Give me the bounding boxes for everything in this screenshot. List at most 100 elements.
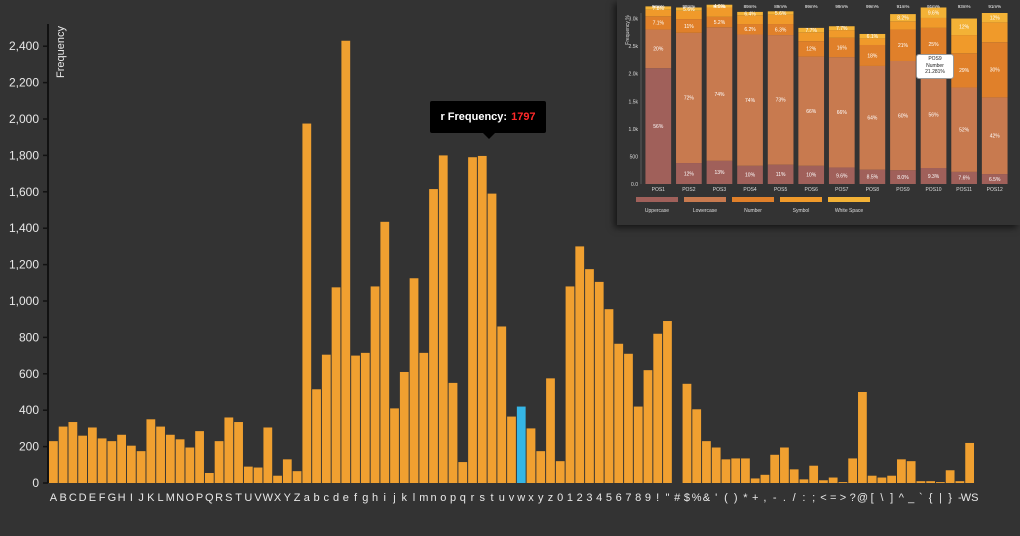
bar-1[interactable] bbox=[58, 426, 68, 483]
segment-symbol[interactable] bbox=[706, 7, 733, 17]
bar-62[interactable] bbox=[653, 333, 663, 483]
bar-75[interactable] bbox=[780, 447, 789, 483]
segment-lowercase[interactable] bbox=[798, 56, 825, 166]
bar-68[interactable] bbox=[711, 447, 721, 483]
bar-85[interactable] bbox=[877, 477, 887, 483]
bar-3[interactable] bbox=[78, 435, 88, 483]
bar-49[interactable] bbox=[526, 428, 536, 483]
bar-71[interactable] bbox=[741, 458, 750, 483]
segment-uppercase[interactable] bbox=[737, 165, 763, 184]
segment-number[interactable] bbox=[890, 29, 916, 61]
bar-59[interactable] bbox=[624, 353, 633, 483]
bar-48[interactable] bbox=[516, 406, 526, 483]
segment-symbol[interactable] bbox=[951, 35, 977, 54]
bar-88[interactable] bbox=[906, 461, 916, 483]
bar-69[interactable] bbox=[721, 459, 731, 483]
bar-60[interactable] bbox=[633, 406, 643, 483]
bar-87[interactable] bbox=[897, 459, 906, 483]
segment-symbol[interactable] bbox=[798, 32, 825, 42]
bar-56[interactable] bbox=[594, 281, 604, 483]
segment-number[interactable] bbox=[951, 53, 977, 88]
bar-7[interactable] bbox=[117, 434, 126, 483]
bar-36[interactable] bbox=[399, 371, 409, 483]
bar-77[interactable] bbox=[799, 479, 809, 483]
bar-92[interactable] bbox=[945, 470, 955, 483]
segment-number[interactable] bbox=[645, 16, 672, 30]
segment-symbol[interactable] bbox=[767, 14, 794, 25]
bar-16[interactable] bbox=[204, 472, 214, 483]
bar-2[interactable] bbox=[68, 422, 78, 483]
segment-symbol[interactable] bbox=[645, 9, 672, 17]
segment-white-space[interactable] bbox=[767, 11, 794, 15]
bar-26[interactable] bbox=[302, 123, 312, 484]
bar-30[interactable] bbox=[341, 40, 351, 484]
segment-white-space[interactable] bbox=[737, 11, 763, 16]
bar-32[interactable] bbox=[360, 352, 370, 483]
bar-89[interactable] bbox=[916, 481, 926, 483]
segment-white-space[interactable] bbox=[676, 7, 702, 11]
bar-39[interactable] bbox=[429, 189, 438, 483]
segment-white-space[interactable] bbox=[859, 33, 886, 39]
bar-66[interactable] bbox=[692, 409, 702, 483]
segment-number[interactable] bbox=[706, 16, 733, 28]
bar-23[interactable] bbox=[273, 475, 282, 483]
bar-84[interactable] bbox=[867, 475, 877, 483]
segment-uppercase[interactable] bbox=[645, 68, 672, 184]
segment-symbol[interactable] bbox=[737, 15, 763, 25]
segment-number[interactable] bbox=[676, 19, 702, 33]
bar-91[interactable] bbox=[935, 482, 945, 483]
bar-54[interactable] bbox=[575, 246, 585, 483]
segment-number[interactable] bbox=[737, 24, 763, 35]
bar-76[interactable] bbox=[789, 469, 799, 483]
bar-94[interactable] bbox=[965, 442, 975, 483]
segment-symbol[interactable] bbox=[676, 10, 702, 20]
bar-12[interactable] bbox=[165, 434, 175, 483]
segment-uppercase[interactable] bbox=[676, 163, 702, 184]
bar-44[interactable] bbox=[477, 155, 487, 484]
bar-67[interactable] bbox=[702, 441, 711, 483]
bar-17[interactable] bbox=[214, 441, 224, 483]
bar-57[interactable] bbox=[604, 309, 614, 483]
segment-uppercase[interactable] bbox=[767, 164, 794, 184]
bar-5[interactable] bbox=[97, 438, 107, 483]
bar-58[interactable] bbox=[614, 343, 624, 483]
bar-11[interactable] bbox=[156, 426, 165, 483]
segment-lowercase[interactable] bbox=[737, 34, 763, 166]
bar-63[interactable] bbox=[663, 321, 672, 483]
segment-symbol[interactable] bbox=[859, 38, 886, 45]
segment-uppercase[interactable] bbox=[981, 174, 1008, 184]
segment-white-space[interactable] bbox=[706, 4, 733, 8]
bar-18[interactable] bbox=[224, 417, 234, 483]
bar-34[interactable] bbox=[380, 221, 390, 483]
bar-31[interactable] bbox=[351, 355, 360, 483]
segment-white-space[interactable] bbox=[920, 7, 947, 18]
bar-72[interactable] bbox=[750, 478, 760, 483]
segment-symbol[interactable] bbox=[920, 17, 947, 28]
segment-number[interactable] bbox=[859, 44, 886, 66]
bar-10[interactable] bbox=[146, 419, 156, 483]
bar-47[interactable] bbox=[507, 416, 516, 483]
segment-white-space[interactable] bbox=[981, 13, 1008, 23]
bar-20[interactable] bbox=[243, 466, 253, 483]
segment-white-space[interactable] bbox=[645, 6, 672, 10]
bar-22[interactable] bbox=[263, 427, 273, 483]
segment-uppercase[interactable] bbox=[920, 168, 947, 184]
bar-53[interactable] bbox=[565, 286, 575, 483]
bar-35[interactable] bbox=[390, 408, 399, 483]
bar-65[interactable] bbox=[682, 383, 692, 483]
segment-lowercase[interactable] bbox=[981, 97, 1008, 175]
bar-8[interactable] bbox=[126, 445, 136, 483]
bar-33[interactable] bbox=[370, 286, 380, 483]
bar-38[interactable] bbox=[419, 352, 429, 483]
bar-41[interactable] bbox=[448, 382, 458, 483]
bar-61[interactable] bbox=[643, 370, 653, 483]
segment-number[interactable] bbox=[981, 42, 1008, 98]
segment-lowercase[interactable] bbox=[676, 32, 702, 164]
segment-symbol[interactable] bbox=[890, 21, 916, 30]
segment-white-space[interactable] bbox=[890, 14, 916, 22]
bar-55[interactable] bbox=[585, 269, 594, 483]
bar-79[interactable] bbox=[819, 480, 828, 483]
segment-white-space[interactable] bbox=[828, 26, 855, 31]
segment-lowercase[interactable] bbox=[951, 87, 977, 172]
segment-number[interactable] bbox=[767, 24, 794, 36]
